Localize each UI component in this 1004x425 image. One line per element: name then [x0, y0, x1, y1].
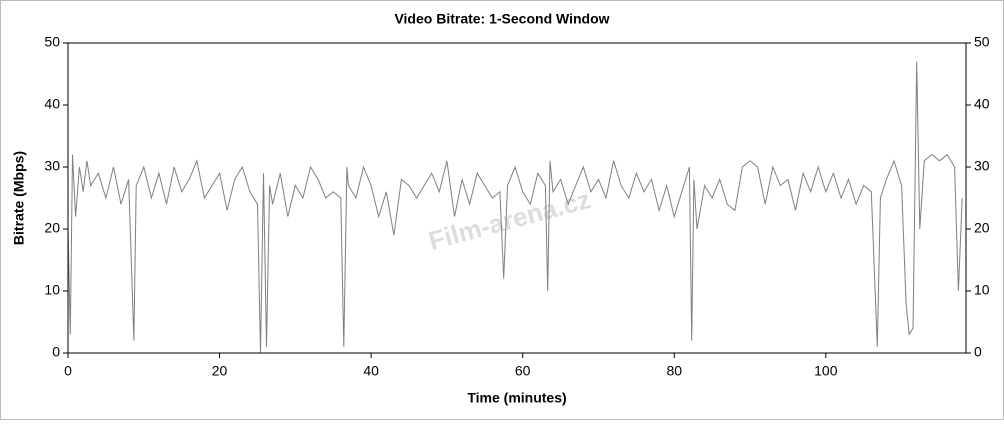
plot-border: [67, 42, 967, 354]
x-tick-label: 0: [64, 363, 72, 379]
y2-tick-label: 50: [974, 34, 990, 50]
chart-title: Video Bitrate: 1-Second Window: [394, 11, 609, 27]
x-tick-label: 80: [666, 363, 682, 379]
y-tick-label: 40: [44, 96, 60, 112]
y-axis-label: Bitrate (Mbps): [11, 151, 27, 245]
y-tick-label: 30: [44, 158, 60, 174]
y-tick-label: 20: [44, 220, 60, 236]
y-tick-label: 0: [52, 344, 60, 360]
y2-tick-label: 40: [974, 96, 990, 112]
x-axis-label: Time (minutes): [467, 390, 566, 406]
x-tick-label: 40: [363, 363, 379, 379]
y-tick-label: 50: [44, 34, 60, 50]
y2-tick-label: 30: [974, 158, 990, 174]
x-tick-label: 60: [515, 363, 531, 379]
y2-tick-label: 10: [974, 282, 990, 298]
y2-tick-label: 20: [974, 220, 990, 236]
bitrate-line: [67, 61, 963, 354]
y2-tick-label: 0: [974, 344, 982, 360]
y-tick-label: 10: [44, 282, 60, 298]
x-tick-label: 20: [212, 363, 228, 379]
x-tick-label: 100: [814, 363, 838, 379]
